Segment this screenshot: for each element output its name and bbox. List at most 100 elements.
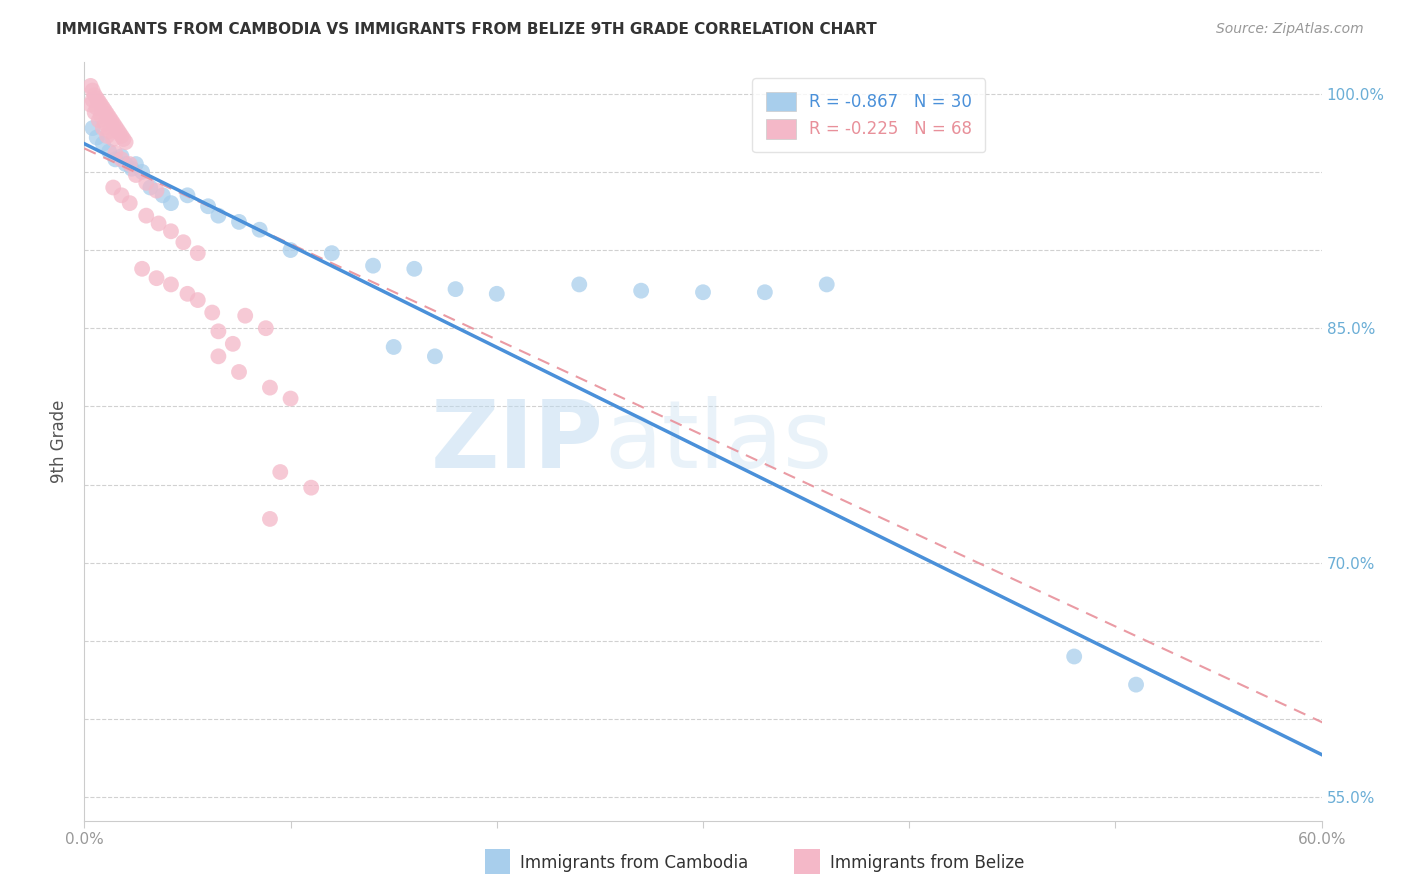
Y-axis label: 9th Grade: 9th Grade bbox=[51, 400, 69, 483]
Point bbox=[114, 157, 136, 171]
Point bbox=[423, 349, 446, 363]
Point bbox=[444, 282, 467, 296]
Point bbox=[228, 365, 250, 379]
Point bbox=[259, 512, 281, 526]
Point bbox=[103, 116, 125, 130]
Point bbox=[259, 381, 281, 395]
Point bbox=[176, 188, 198, 202]
Point bbox=[207, 209, 229, 223]
Point bbox=[187, 246, 209, 260]
Point bbox=[94, 103, 117, 118]
Point bbox=[98, 124, 121, 138]
Point bbox=[108, 126, 131, 140]
Point bbox=[228, 215, 250, 229]
Point bbox=[98, 145, 121, 159]
Text: Immigrants from Cambodia: Immigrants from Cambodia bbox=[520, 855, 748, 872]
Point bbox=[98, 110, 121, 124]
Point bbox=[105, 122, 128, 136]
Point bbox=[110, 188, 132, 202]
Point bbox=[112, 132, 135, 146]
Text: atlas: atlas bbox=[605, 395, 832, 488]
Legend: R = -0.867   N = 30, R = -0.225   N = 68: R = -0.867 N = 30, R = -0.225 N = 68 bbox=[752, 78, 986, 152]
Point bbox=[131, 261, 153, 276]
Point bbox=[361, 259, 384, 273]
Point bbox=[692, 285, 714, 300]
Point bbox=[94, 116, 117, 130]
Point bbox=[280, 392, 302, 406]
Point bbox=[86, 91, 108, 105]
Point bbox=[87, 95, 110, 109]
Point bbox=[104, 153, 127, 167]
Point bbox=[630, 284, 652, 298]
Point bbox=[91, 101, 114, 115]
Point bbox=[148, 217, 170, 231]
Point bbox=[110, 153, 132, 167]
Point bbox=[135, 176, 157, 190]
Point bbox=[160, 277, 183, 292]
Point bbox=[79, 78, 101, 93]
Point bbox=[100, 113, 122, 128]
Point bbox=[103, 180, 125, 194]
Point bbox=[104, 146, 127, 161]
Point bbox=[754, 285, 776, 300]
Point bbox=[207, 324, 229, 338]
Point bbox=[160, 196, 183, 211]
Point bbox=[86, 101, 108, 115]
Text: Source: ZipAtlas.com: Source: ZipAtlas.com bbox=[1216, 22, 1364, 37]
Point bbox=[110, 128, 132, 143]
Point bbox=[815, 277, 838, 292]
Point bbox=[139, 180, 162, 194]
Point bbox=[135, 209, 157, 223]
Point bbox=[222, 336, 245, 351]
Point bbox=[404, 261, 426, 276]
Point bbox=[103, 132, 125, 146]
Point bbox=[321, 246, 343, 260]
Point bbox=[96, 128, 118, 143]
Point bbox=[91, 136, 114, 151]
Point bbox=[90, 97, 112, 112]
Point bbox=[82, 121, 104, 136]
Point bbox=[82, 93, 104, 107]
Point bbox=[104, 120, 127, 134]
Point bbox=[145, 271, 167, 285]
Point bbox=[1227, 863, 1250, 878]
Point bbox=[96, 107, 118, 121]
Text: ZIP: ZIP bbox=[432, 395, 605, 488]
Point bbox=[83, 88, 105, 103]
Point bbox=[280, 243, 302, 257]
Point bbox=[485, 286, 508, 301]
Point bbox=[90, 109, 112, 123]
Point bbox=[1063, 649, 1085, 664]
Text: IMMIGRANTS FROM CAMBODIA VS IMMIGRANTS FROM BELIZE 9TH GRADE CORRELATION CHART: IMMIGRANTS FROM CAMBODIA VS IMMIGRANTS F… bbox=[56, 22, 877, 37]
Point bbox=[118, 196, 141, 211]
Point bbox=[118, 157, 141, 171]
Point bbox=[145, 184, 167, 198]
Point bbox=[207, 349, 229, 363]
Point bbox=[254, 321, 277, 335]
Point bbox=[249, 223, 271, 237]
Point bbox=[187, 293, 209, 307]
Point bbox=[382, 340, 405, 354]
Point bbox=[79, 97, 101, 112]
Point bbox=[87, 113, 110, 128]
Point bbox=[114, 135, 136, 149]
Point bbox=[269, 465, 291, 479]
Point bbox=[1125, 678, 1147, 692]
Point bbox=[110, 149, 132, 163]
Point bbox=[125, 168, 148, 182]
Point bbox=[233, 309, 256, 323]
Point bbox=[176, 286, 198, 301]
Point bbox=[125, 157, 148, 171]
Point bbox=[197, 199, 219, 213]
Point bbox=[131, 165, 153, 179]
Point bbox=[82, 84, 104, 98]
Point bbox=[160, 224, 183, 238]
Point bbox=[152, 188, 174, 202]
Point bbox=[83, 105, 105, 120]
Point bbox=[91, 121, 114, 136]
Text: Immigrants from Belize: Immigrants from Belize bbox=[830, 855, 1024, 872]
Point bbox=[86, 130, 108, 145]
Point bbox=[121, 161, 143, 176]
Point bbox=[568, 277, 591, 292]
Point bbox=[172, 235, 194, 250]
